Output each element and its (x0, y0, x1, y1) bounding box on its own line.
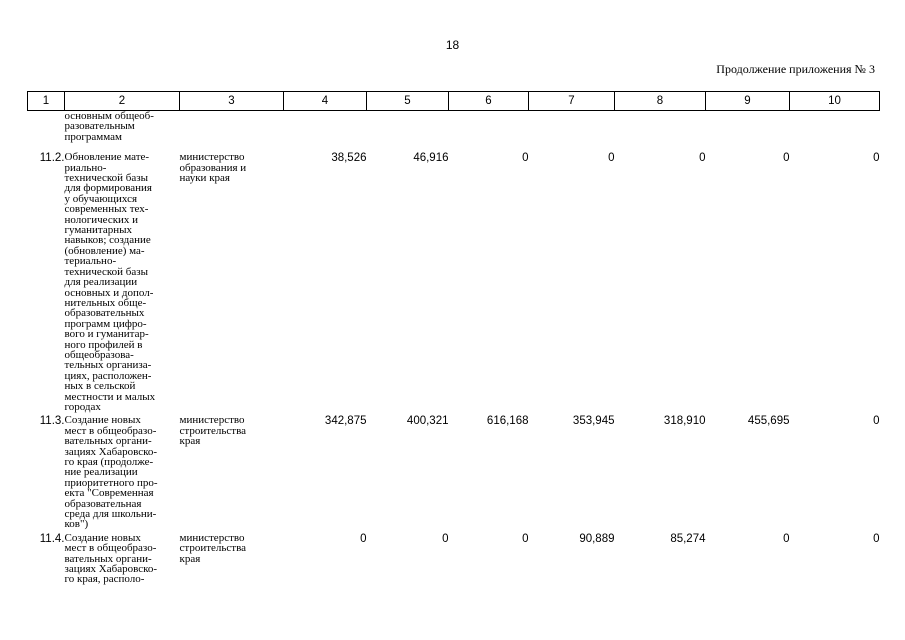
measure-name-cell: Создание новых мест в общеобразо- ватель… (64, 531, 180, 588)
value-cell: 400,321 (406, 415, 449, 428)
page-number: 18 (445, 38, 460, 52)
column-header-3: 3 (179, 91, 284, 111)
value-cell: 0 (608, 152, 615, 165)
measure-name: Создание новых мест в общеобразо- ватель… (64, 531, 158, 586)
table-row-11-4: 11.4. Создание новых мест в общеобразо- … (28, 531, 880, 588)
value-cell: 0 (783, 152, 790, 165)
table-header-row: 1 2 3 4 5 6 7 8 9 10 (27, 91, 880, 111)
value-cell: 0 (873, 152, 880, 165)
measure-name-cell: Создание новых мест в общеобразо- ватель… (65, 415, 180, 532)
value-cell: 353,945 (572, 415, 615, 428)
column-header-7: 7 (528, 91, 615, 111)
column-header-5: 5 (366, 91, 449, 111)
measure-name: Обновление мате- риально- технической ба… (64, 151, 156, 413)
row-index: 11.2. (39, 152, 65, 165)
appendix-continuation-label: Продолжение приложения № 3 (716, 62, 875, 76)
value-cell: 0 (522, 152, 529, 165)
executor-name: министерство образования и науки края (179, 151, 247, 185)
continued-text: основным общеоб- разовательным программа… (64, 110, 154, 143)
value-cell: 85,274 (670, 532, 706, 545)
value-cell: 616,168 (486, 415, 529, 428)
column-header-4: 4 (283, 91, 367, 111)
column-header-10: 10 (789, 91, 880, 111)
continued-text-cell: основным общеоб- разовательным программа… (64, 110, 180, 143)
table-row-11-2: 11.2. Обновление мате- риально- техничес… (28, 152, 880, 415)
value-cell: 0 (522, 532, 529, 545)
value-cell: 342,875 (324, 415, 367, 428)
value-cell: 0 (873, 415, 880, 428)
column-header-6: 6 (448, 91, 529, 111)
executor-name: министерство строительства края (179, 414, 247, 448)
value-cell: 0 (699, 152, 706, 165)
executor-cell: министерство строительства края (179, 531, 284, 588)
budget-table: 1 2 3 4 5 6 7 8 9 10 основным общеоб- ра… (27, 91, 880, 588)
row-index: 11.4. (39, 532, 65, 545)
executor-cell: министерство строительства края (180, 415, 284, 532)
executor-cell: министерство образования и науки края (180, 152, 284, 415)
value-cell: 455,695 (747, 415, 790, 428)
table-row-11-3: 11.3. Создание новых мест в общеобразо- … (28, 415, 880, 532)
value-cell: 0 (360, 532, 367, 545)
row-index: 11.3. (39, 415, 65, 428)
column-header-1: 1 (27, 91, 65, 111)
column-header-2: 2 (64, 91, 180, 111)
value-cell: 38,526 (331, 152, 367, 165)
value-cell: 0 (442, 532, 449, 545)
measure-name-cell: Обновление мате- риально- технической ба… (65, 152, 180, 415)
column-header-8: 8 (614, 91, 706, 111)
value-cell: 0 (873, 532, 880, 545)
measure-name: Создание новых мест в общеобразо- ватель… (64, 414, 158, 531)
executor-name: министерство строительства края (179, 531, 247, 565)
value-cell: 0 (783, 532, 790, 545)
continued-row: основным общеоб- разовательным программа… (28, 110, 880, 143)
value-cell: 318,910 (663, 415, 706, 428)
value-cell: 90,889 (579, 532, 615, 545)
value-cell: 46,916 (413, 152, 449, 165)
column-header-9: 9 (705, 91, 790, 111)
